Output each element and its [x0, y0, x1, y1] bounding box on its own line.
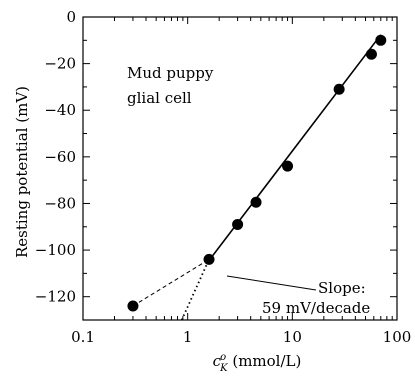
x-axis-label-subscript: K — [219, 363, 228, 374]
data-point — [232, 218, 244, 230]
slope-annotation-leader — [226, 275, 317, 291]
annotation-cell-type-line2: glial cell — [127, 89, 192, 107]
y-tick-label: −40 — [44, 101, 76, 119]
data-point — [203, 253, 215, 265]
y-axis-ticks: 0 −20 −40 −60 −80 −100 −120 — [35, 8, 397, 321]
y-tick-label: −100 — [35, 241, 76, 259]
x-tick-label: 100 — [383, 328, 412, 346]
x-tick-label: 1 — [183, 328, 193, 346]
y-tick-label: −20 — [44, 55, 76, 73]
y-axis-label: Resting potential (mV) — [13, 86, 31, 258]
data-point — [282, 160, 294, 172]
data-point — [375, 34, 387, 46]
x-axis-label-superscript: o — [220, 352, 226, 363]
y-tick-label: −120 — [35, 288, 76, 306]
data-point — [365, 48, 377, 60]
data-point — [333, 83, 345, 95]
data-points — [127, 34, 387, 312]
x-axis-ticks: 0.1 1 10 100 — [71, 17, 411, 346]
annotation-cell-type-line1: Mud puppy — [127, 64, 214, 82]
x-tick-label: 10 — [283, 328, 302, 346]
plot-frame — [82, 16, 398, 321]
x-axis-label-symbol: c — [213, 352, 222, 370]
x-tick-label: 0.1 — [71, 328, 95, 346]
y-tick-label: −60 — [44, 148, 76, 166]
extension-dotted-line — [180, 259, 210, 321]
data-point — [127, 300, 139, 312]
plot-border — [82, 16, 398, 321]
extension-dashed-line — [132, 258, 210, 307]
annotation-slope-line1: Slope: — [318, 279, 366, 297]
y-tick-label: −80 — [44, 194, 76, 212]
data-point — [250, 196, 262, 208]
x-axis-label-unit: (mmol/L) — [228, 352, 302, 370]
y-tick-label: 0 — [66, 8, 76, 26]
annotation-slope-line2: 59 mV/decade — [262, 299, 370, 317]
x-axis-label: co K (mmol/L) — [213, 352, 302, 374]
